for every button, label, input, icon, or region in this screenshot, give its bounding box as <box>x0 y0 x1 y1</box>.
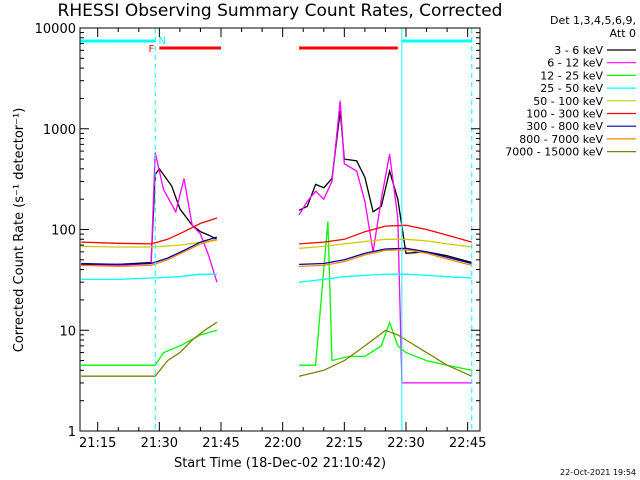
x-tick-label: 21:30 <box>141 436 178 451</box>
series-line <box>299 247 472 266</box>
series-line <box>81 329 218 366</box>
x-tick-label: 22:45 <box>449 436 486 451</box>
series-line <box>299 221 472 371</box>
series-line <box>81 238 218 268</box>
series-line <box>298 329 473 377</box>
x-tick-label: 21:15 <box>79 436 116 451</box>
x-tick-label: 21:45 <box>202 436 239 451</box>
legend-label: 6 - 12 keV <box>547 57 603 70</box>
series-line <box>81 273 217 281</box>
x-tick-label: 22:30 <box>387 436 424 451</box>
flag-label: F <box>148 44 154 55</box>
legend-label: 3 - 6 keV <box>554 44 603 57</box>
x-axis-label: Start Time (18-Dec-02 21:10:42) <box>174 456 386 471</box>
y-axis-label: Corrected Count Rate (s⁻¹ detector⁻¹) <box>12 108 27 353</box>
legend-label: 12 - 25 keV <box>540 69 603 82</box>
series-line <box>298 100 472 384</box>
series-line <box>299 273 472 283</box>
legend-header: Det 1,3,4,5,6,9,Att 0 <box>550 14 636 40</box>
series-layer <box>81 100 473 384</box>
y-tick-label: 10000 <box>35 22 76 37</box>
x-tick-label: 22:00 <box>264 436 301 451</box>
series-line <box>299 249 472 268</box>
observing-flags: NF <box>80 36 472 55</box>
series-line <box>299 224 472 245</box>
series-line <box>299 238 472 249</box>
legend-label: 7000 - 15000 keV <box>505 146 603 159</box>
legend-header-line: Att 0 <box>610 27 636 40</box>
legend-label: 300 - 800 keV <box>526 120 603 133</box>
legend-label: 25 - 50 keV <box>540 82 603 95</box>
flag-label: N <box>158 36 165 47</box>
y-tick-label: 1000 <box>43 123 76 138</box>
chart-title: RHESSI Observing Summary Count Rates, Co… <box>58 1 503 21</box>
series-line <box>81 167 218 266</box>
timestamp: 22-Oct-2021 19:54 <box>560 468 636 477</box>
y-tick-label: 10 <box>59 324 76 339</box>
series-line <box>298 110 472 264</box>
legend-label: 50 - 100 keV <box>533 95 603 108</box>
y-tick-label: 1 <box>68 425 76 440</box>
y-axis: 1 10 100 1000 10000 <box>35 22 480 440</box>
series-line <box>81 236 218 266</box>
x-tick-label: 22:15 <box>326 436 363 451</box>
y-tick-label: 100 <box>51 224 76 239</box>
legend-label: 800 - 7000 keV <box>519 133 603 146</box>
legend-label: 100 - 300 keV <box>526 108 603 121</box>
series-line <box>81 321 218 377</box>
x-axis: 21:15 21:30 21:45 22:00 22:15 22:30 22:45 <box>79 28 486 451</box>
series-line <box>81 217 218 245</box>
legend-header-line: Det 1,3,4,5,6,9, <box>550 14 636 27</box>
plot-frame <box>79 27 481 432</box>
